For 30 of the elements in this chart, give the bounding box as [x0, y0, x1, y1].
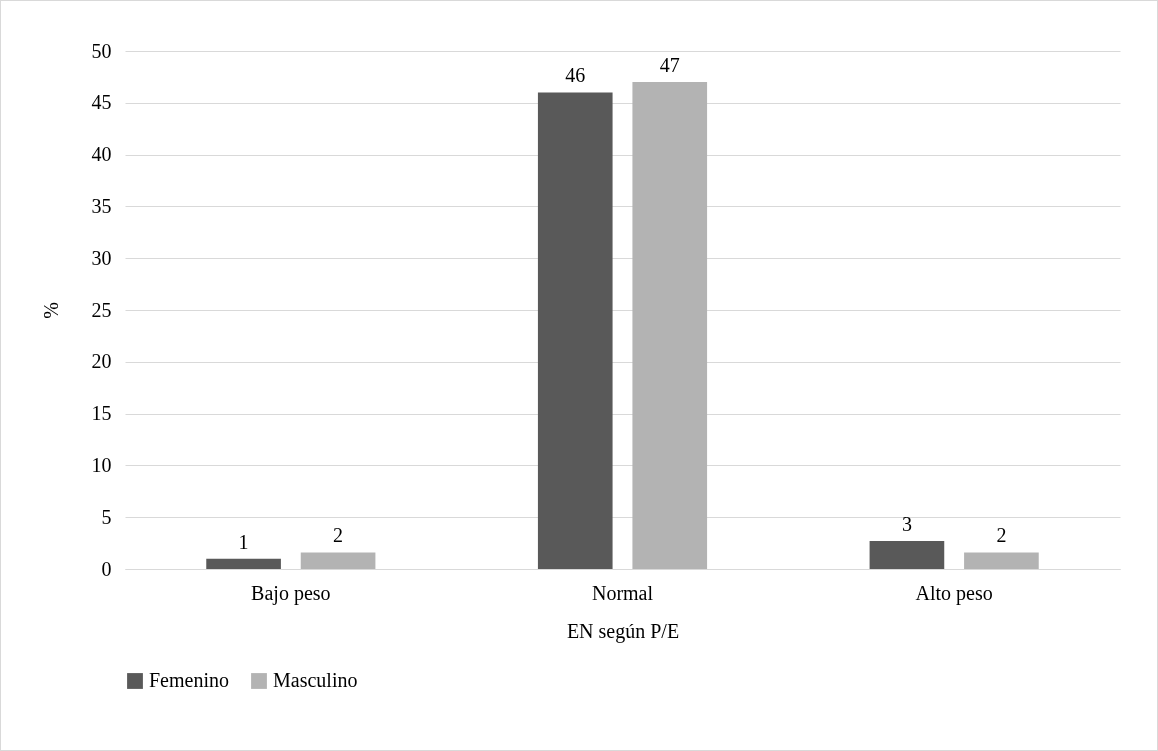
- bar: [632, 82, 708, 569]
- y-tick-label: 10: [91, 453, 112, 476]
- legend-label: Femenino: [149, 669, 229, 691]
- data-label: 2: [996, 524, 1007, 547]
- y-tick-label: 50: [91, 39, 112, 62]
- bar: [300, 552, 376, 569]
- y-tick-label: 35: [91, 194, 112, 217]
- x-tick-label: Bajo peso: [251, 581, 331, 605]
- x-axis-title: EN según P/E: [566, 619, 680, 643]
- data-label: 46: [565, 64, 586, 87]
- y-tick-label: 45: [91, 91, 112, 114]
- data-label: 3: [901, 513, 912, 536]
- bar: [537, 92, 613, 569]
- x-tick-label: Alto peso: [915, 581, 993, 605]
- y-tick-label: 5: [101, 505, 112, 528]
- y-axis-title: %: [39, 302, 62, 319]
- data-label: 1: [238, 530, 249, 553]
- y-tick-label: 40: [91, 143, 112, 166]
- bar: [206, 558, 281, 569]
- y-tick-label: 15: [91, 402, 112, 425]
- legend-label: Masculino: [273, 669, 358, 691]
- x-tick-label: Normal: [591, 581, 654, 604]
- y-tick-label: 25: [91, 298, 112, 321]
- bar: [869, 541, 945, 569]
- bar: [964, 552, 1039, 569]
- y-tick-label: 20: [91, 350, 112, 373]
- y-tick-label: 0: [101, 557, 112, 580]
- data-label: 2: [333, 524, 344, 547]
- data-label: 47: [659, 54, 680, 77]
- y-tick-label: 30: [91, 246, 112, 269]
